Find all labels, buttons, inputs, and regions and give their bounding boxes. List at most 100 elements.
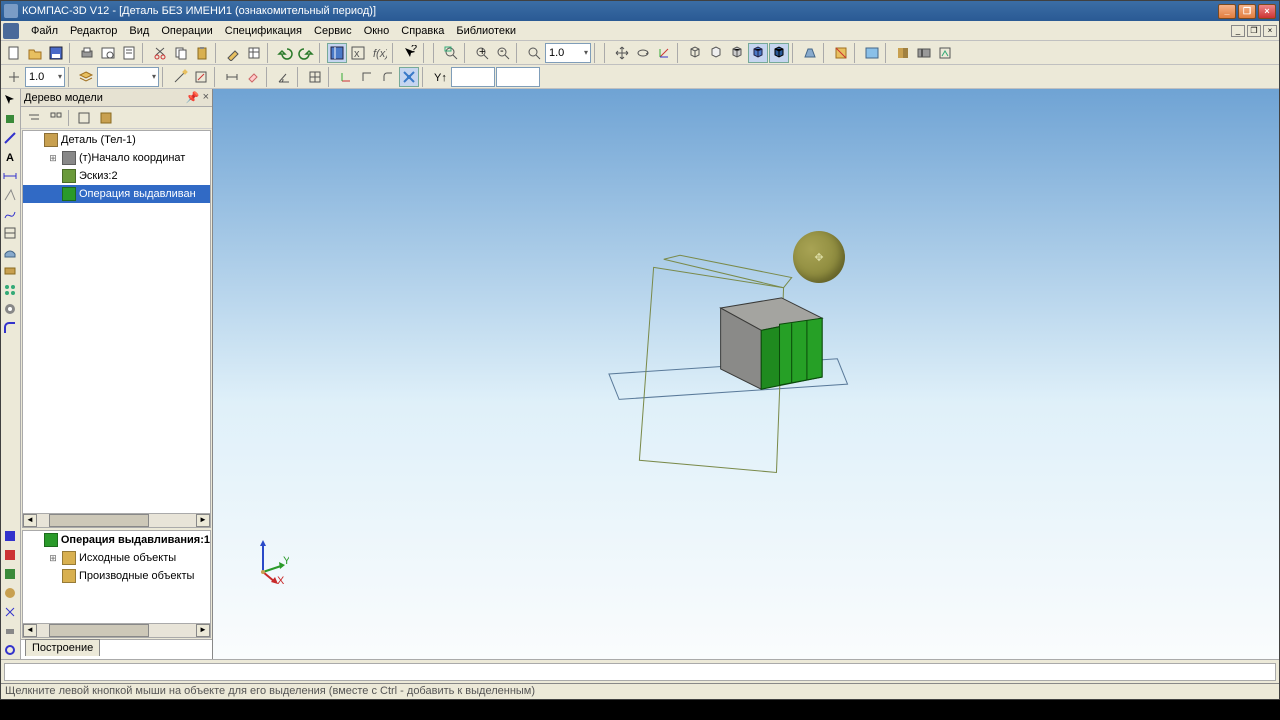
op-fillet-icon[interactable] — [1, 319, 19, 337]
snap-icon[interactable] — [4, 67, 24, 87]
tree-mode2-icon[interactable] — [46, 108, 66, 128]
menu-edit[interactable]: Редактор — [64, 23, 123, 39]
menu-file[interactable]: Файл — [25, 23, 64, 39]
lcs-icon[interactable] — [336, 67, 356, 87]
layer-dropdown[interactable] — [97, 67, 159, 87]
shaded-icon[interactable] — [748, 43, 768, 63]
spec-icon[interactable] — [119, 43, 139, 63]
shaded-edges-icon[interactable] — [769, 43, 789, 63]
orient-icon[interactable] — [654, 43, 674, 63]
lib3-icon[interactable] — [914, 43, 934, 63]
sketch-icon[interactable] — [170, 67, 190, 87]
op-more6-icon[interactable] — [1, 622, 19, 640]
tree-item[interactable]: ⊞Исходные объекты — [23, 549, 210, 567]
undo-icon[interactable] — [275, 43, 295, 63]
snap-toggle-icon[interactable] — [399, 67, 419, 87]
lib4-icon[interactable] — [935, 43, 955, 63]
pan-icon[interactable] — [612, 43, 632, 63]
viewport-3d[interactable]: ✥ Z Y X — [213, 89, 1279, 659]
save-icon[interactable] — [46, 43, 66, 63]
zoom-in-icon[interactable]: + — [472, 43, 492, 63]
xy-icon[interactable]: Y↑ — [430, 67, 450, 87]
op-more1-icon[interactable] — [1, 527, 19, 545]
mdi-minimize[interactable]: _ — [1231, 25, 1245, 37]
op-more3-icon[interactable] — [1, 565, 19, 583]
section-icon[interactable] — [831, 43, 851, 63]
tree-item[interactable]: Операция выдавливания:1 — [23, 531, 210, 549]
zoom-dropdown[interactable]: 1.0 — [545, 43, 591, 63]
mdi-restore[interactable]: ❐ — [1247, 25, 1261, 37]
op-select-icon[interactable] — [1, 91, 19, 109]
properties-icon[interactable] — [223, 43, 243, 63]
menu-libraries[interactable]: Библиотеки — [450, 23, 522, 39]
op-aux-icon[interactable] — [1, 186, 19, 204]
menu-help[interactable]: Справка — [395, 23, 450, 39]
mdi-close[interactable]: × — [1263, 25, 1277, 37]
menu-operations[interactable]: Операции — [155, 23, 218, 39]
cut-icon[interactable] — [150, 43, 170, 63]
step-dropdown[interactable]: 1.0 — [25, 67, 65, 87]
tree-item[interactable]: ⊞(т)Начало координат — [23, 149, 210, 167]
wireframe-icon[interactable] — [685, 43, 705, 63]
op-extrude-icon[interactable] — [1, 110, 19, 128]
maximize-button[interactable]: ❐ — [1238, 4, 1256, 19]
model-tree[interactable]: Деталь (Тел-1)⊞(т)Начало координатЭскиз:… — [22, 130, 211, 528]
print-icon[interactable] — [77, 43, 97, 63]
tree-toggle-icon[interactable] — [327, 43, 347, 63]
menu-service[interactable]: Сервис — [308, 23, 358, 39]
op-table-icon[interactable] — [1, 224, 19, 242]
menu-window[interactable]: Окно — [358, 23, 396, 39]
tree2-hscroll[interactable]: ◄► — [23, 623, 210, 637]
op-dim-icon[interactable] — [1, 167, 19, 185]
zoom-out-icon[interactable]: - — [493, 43, 513, 63]
fx-icon[interactable]: f(x) — [369, 43, 389, 63]
vars-icon[interactable]: x — [348, 43, 368, 63]
redo-icon[interactable] — [296, 43, 316, 63]
panel-pin-icon[interactable]: 📌 — [186, 91, 200, 104]
ortho-icon[interactable] — [357, 67, 377, 87]
op-more4-icon[interactable] — [1, 584, 19, 602]
grid-icon[interactable] — [305, 67, 325, 87]
tree-mode3-icon[interactable] — [74, 108, 94, 128]
lib1-icon[interactable] — [862, 43, 882, 63]
tree-mode1-icon[interactable] — [24, 108, 44, 128]
tree-item[interactable]: Производные объекты — [23, 567, 210, 585]
nohidden-icon[interactable] — [727, 43, 747, 63]
rotate-icon[interactable] — [633, 43, 653, 63]
dim-icon[interactable] — [222, 67, 242, 87]
round-icon[interactable] — [378, 67, 398, 87]
op-sheet-icon[interactable] — [1, 262, 19, 280]
layer-icon[interactable] — [76, 67, 96, 87]
preview-icon[interactable] — [98, 43, 118, 63]
y-input[interactable] — [496, 67, 540, 87]
close-button[interactable]: × — [1258, 4, 1276, 19]
bom-icon[interactable] — [244, 43, 264, 63]
model-tree-detail[interactable]: Операция выдавливания:1⊞Исходные объекты… — [22, 530, 211, 638]
panel-close-icon[interactable]: × — [203, 91, 209, 104]
op-spline-icon[interactable] — [1, 205, 19, 223]
help-cursor-icon[interactable]: ? — [400, 43, 420, 63]
lib2-icon[interactable] — [893, 43, 913, 63]
op-surface-icon[interactable] — [1, 243, 19, 261]
menu-spec[interactable]: Спецификация — [219, 23, 308, 39]
op-text-icon[interactable]: A — [1, 148, 19, 166]
perspective-icon[interactable] — [800, 43, 820, 63]
tab-build[interactable]: Построение — [25, 639, 100, 656]
command-input[interactable] — [4, 663, 1276, 681]
new-icon[interactable] — [4, 43, 24, 63]
tree-item[interactable]: Операция выдавливан — [23, 185, 210, 203]
op-line-icon[interactable] — [1, 129, 19, 147]
zoom-window-icon[interactable] — [441, 43, 461, 63]
tree-item[interactable]: Эскиз:2 — [23, 167, 210, 185]
open-icon[interactable] — [25, 43, 45, 63]
paste-icon[interactable] — [192, 43, 212, 63]
op-more7-icon[interactable] — [1, 641, 19, 659]
copy-icon[interactable] — [171, 43, 191, 63]
tree-mode4-icon[interactable] — [96, 108, 116, 128]
menu-view[interactable]: Вид — [123, 23, 155, 39]
x-input[interactable] — [451, 67, 495, 87]
tree-hscroll[interactable]: ◄► — [23, 513, 210, 527]
op-hole-icon[interactable] — [1, 300, 19, 318]
eraser-icon[interactable] — [243, 67, 263, 87]
zoom-fit-icon[interactable] — [524, 43, 544, 63]
